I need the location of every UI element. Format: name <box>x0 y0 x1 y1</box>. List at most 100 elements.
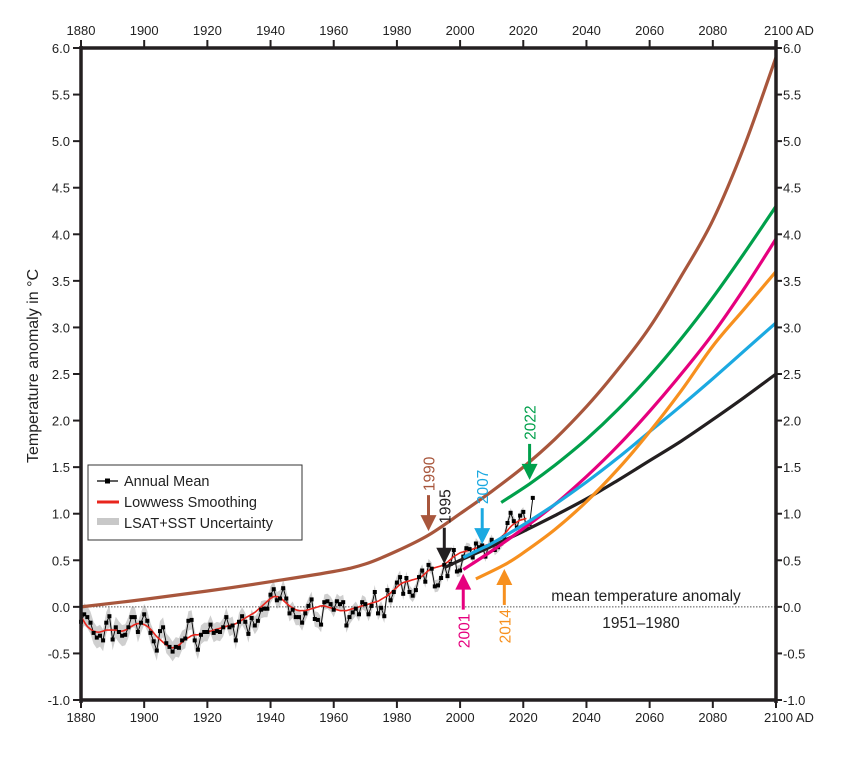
y-tick-label-right: 3.0 <box>783 320 801 335</box>
x-tick-label-bottom: 1980 <box>382 710 411 725</box>
annotation-2001: 2001 <box>455 573 473 648</box>
annotation-label-2014: 2014 <box>497 609 514 644</box>
annual-mean-point <box>233 638 238 643</box>
annual-mean-point <box>274 598 279 603</box>
annual-mean-point <box>91 630 96 635</box>
y-tick-label-left: 0.0 <box>52 600 70 615</box>
x-tick-label-bottom: 2060 <box>635 710 664 725</box>
projection-line-2022 <box>500 205 778 504</box>
annual-mean-point <box>322 600 327 605</box>
annual-mean-point <box>237 619 241 624</box>
annual-mean-point <box>379 605 384 610</box>
legend-box <box>87 464 303 541</box>
annual-mean-point <box>278 596 282 601</box>
annual-mean-point <box>268 592 273 597</box>
annual-mean-point <box>325 599 330 604</box>
annual-mean-point <box>249 616 254 620</box>
annual-mean-point <box>214 629 219 634</box>
x-tick-label-top: 2040 <box>572 23 601 38</box>
x-tick-label-top: 2100 AD <box>764 23 814 38</box>
legend-label-annual-mean: Annual Mean <box>124 474 209 490</box>
annual-mean-point <box>126 625 131 630</box>
baseline-label-line1: mean temperature anomaly <box>551 588 741 605</box>
y-tick-label-left: 6.0 <box>52 41 70 56</box>
annual-mean-point <box>132 615 137 620</box>
arrow-head-up-icon <box>455 573 472 590</box>
x-tick-label-bottom: 2040 <box>572 710 601 725</box>
annotation-label-2007: 2007 <box>475 470 492 504</box>
annual-mean-point <box>445 574 450 579</box>
y-tick-label-right: 5.5 <box>783 88 801 103</box>
annual-mean-point <box>113 625 118 630</box>
y-tick-label-left: 5.0 <box>52 134 70 149</box>
annotation-2014: 2014 <box>496 568 514 644</box>
legend-item-annual-mean: Annual Mean <box>97 474 209 490</box>
annual-mean-point <box>94 635 99 640</box>
legend-item-uncertainty: LSAT+SST Uncertainty <box>97 516 274 532</box>
annual-mean-point <box>300 620 305 625</box>
annual-mean-point <box>407 590 412 594</box>
y-tick-label-left: 5.5 <box>52 88 70 103</box>
annual-mean-point <box>530 495 535 500</box>
x-tick-label-bottom: 1960 <box>319 710 348 725</box>
annual-mean-point <box>470 555 475 560</box>
y-tick-label-left: 2.0 <box>52 414 70 429</box>
annual-mean-point <box>341 600 346 605</box>
annual-mean-point <box>451 548 456 552</box>
projection-line-2014 <box>475 270 778 581</box>
projection-line-1995 <box>443 372 777 570</box>
y-tick-label-left: 3.0 <box>52 320 70 335</box>
annual-mean-point <box>164 641 169 646</box>
annual-mean-point <box>398 575 403 580</box>
annotation-1990: 1990 <box>420 456 439 532</box>
annual-mean-point <box>391 590 396 594</box>
y-tick-label-right: 5.0 <box>783 134 801 149</box>
x-tick-label-bottom: 2100 AD <box>764 710 814 725</box>
annual-mean-point <box>439 576 444 580</box>
y-tick-label-right: 0.0 <box>783 600 801 615</box>
legend-swatch-uncertainty <box>97 518 119 525</box>
annual-mean-point <box>85 615 90 620</box>
annual-mean-point <box>170 649 175 654</box>
annual-mean-point <box>211 630 216 635</box>
annual-mean-point <box>306 603 311 608</box>
annual-mean-point <box>123 632 128 637</box>
annual-mean-point <box>303 611 308 616</box>
annual-mean-point <box>480 543 485 548</box>
x-tick-label-top: 1940 <box>256 23 285 38</box>
projection-line-1990 <box>80 56 778 609</box>
y-tick-label-right: 6.0 <box>783 41 801 56</box>
arrow-head-down-icon <box>436 547 453 564</box>
annual-mean-point <box>417 575 421 580</box>
x-tick-label-top: 2080 <box>698 23 727 38</box>
annual-mean-point <box>442 562 447 567</box>
annual-mean-point <box>394 580 399 585</box>
x-tick-label-top: 2020 <box>509 23 538 38</box>
y-tick-label-right: 2.5 <box>783 367 801 382</box>
annual-mean-point <box>464 546 469 551</box>
annual-mean-point <box>420 568 425 573</box>
annual-mean-point <box>284 596 289 601</box>
x-tick-label-top: 2060 <box>635 23 664 38</box>
annual-mean-point <box>192 638 197 643</box>
y-tick-label-left: 3.5 <box>52 274 70 289</box>
annual-mean-point <box>467 547 472 552</box>
annual-mean-point <box>334 599 339 604</box>
annual-mean-point <box>151 639 156 644</box>
arrow-head-down-icon <box>420 515 437 532</box>
annual-mean-point <box>82 612 87 617</box>
x-tick-label-bottom: 1900 <box>130 710 159 725</box>
annual-mean-point <box>104 620 109 625</box>
annual-mean-point <box>508 510 513 515</box>
y-tick-label-left: 1.5 <box>52 460 70 475</box>
annual-mean-point <box>224 615 229 620</box>
annotation-2022: 2022 <box>521 405 540 480</box>
annual-mean-point <box>357 612 361 617</box>
y-tick-label-right: 1.0 <box>783 507 801 522</box>
annual-mean-point <box>129 615 134 620</box>
y-tick-label-left: 4.0 <box>52 227 70 242</box>
annual-mean-point <box>240 614 245 619</box>
arrow-head-up-icon <box>496 568 513 585</box>
